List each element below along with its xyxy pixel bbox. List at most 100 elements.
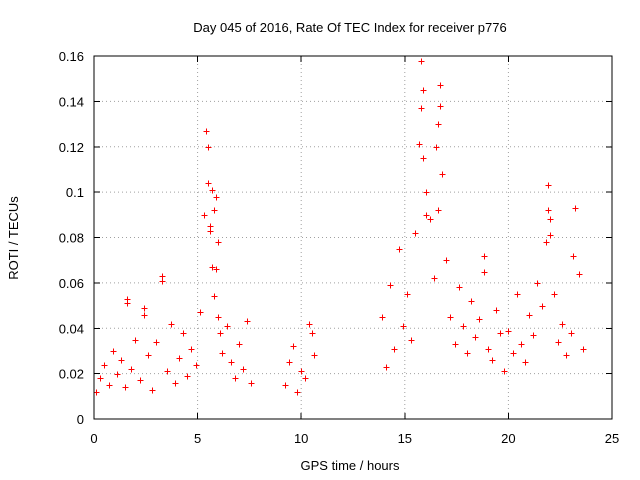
y-tick-label: 0.06 <box>59 276 84 291</box>
data-point <box>420 155 427 162</box>
data-points <box>93 58 587 396</box>
data-point <box>205 144 212 151</box>
data-point <box>534 280 541 287</box>
x-tick-label: 10 <box>294 431 308 446</box>
data-point <box>526 312 533 319</box>
data-point <box>244 318 251 325</box>
data-point <box>547 232 554 239</box>
data-point <box>420 87 427 94</box>
data-point <box>209 264 216 271</box>
data-point <box>481 269 488 276</box>
data-point <box>510 350 517 357</box>
data-point <box>427 216 434 223</box>
data-point <box>294 389 301 396</box>
chart-title: Day 045 of 2016, Rate Of TEC Index for r… <box>193 20 506 35</box>
data-point <box>197 309 204 316</box>
data-point <box>439 171 446 178</box>
data-point <box>145 352 152 359</box>
data-point <box>464 350 471 357</box>
data-point <box>447 314 454 321</box>
data-point <box>543 239 550 246</box>
data-point <box>118 357 125 364</box>
data-point <box>416 141 423 148</box>
data-point <box>224 323 231 330</box>
data-point <box>286 359 293 366</box>
data-point <box>505 328 512 335</box>
data-point <box>404 291 411 298</box>
data-point <box>211 293 218 300</box>
data-point <box>530 332 537 339</box>
data-point <box>141 305 148 312</box>
tick-labels: 0 5 10 15 20 25 0 0.02 0.04 0.06 0.08 0.1 0.12 0.14 0.… <box>59 49 620 446</box>
data-point <box>207 223 214 230</box>
data-point <box>153 339 160 346</box>
data-point <box>501 368 508 375</box>
data-point <box>209 187 216 194</box>
data-point <box>433 144 440 151</box>
data-point <box>497 330 504 337</box>
data-point <box>437 82 444 89</box>
data-point <box>559 321 566 328</box>
data-point <box>188 346 195 353</box>
y-axis-label: ROTI / TECUs <box>6 196 21 280</box>
data-point <box>576 271 583 278</box>
y-tick-label: 0.08 <box>59 231 84 246</box>
data-point <box>193 362 200 369</box>
data-point <box>423 212 430 219</box>
data-point <box>423 189 430 196</box>
axis-ticks <box>93 55 613 420</box>
data-point <box>400 323 407 330</box>
data-point <box>213 266 220 273</box>
data-point <box>476 316 483 323</box>
data-point <box>114 371 121 378</box>
data-point <box>240 366 247 373</box>
data-point <box>219 350 226 357</box>
data-point <box>418 58 425 65</box>
x-tick-label: 15 <box>398 431 412 446</box>
data-point <box>141 312 148 319</box>
data-point <box>481 253 488 260</box>
data-point <box>309 330 316 337</box>
grid-lines <box>94 56 612 419</box>
data-point <box>456 284 463 291</box>
x-axis-label: GPS time / hours <box>301 458 400 473</box>
data-point <box>168 321 175 328</box>
data-point <box>493 307 500 314</box>
data-point <box>570 253 577 260</box>
data-point <box>203 128 210 135</box>
data-point <box>149 387 156 394</box>
data-point <box>489 357 496 364</box>
data-point <box>572 205 579 212</box>
data-point <box>215 314 222 321</box>
data-point <box>311 352 318 359</box>
data-point <box>522 359 529 366</box>
data-point <box>568 330 575 337</box>
data-point <box>128 366 135 373</box>
data-point <box>435 121 442 128</box>
y-tick-label: 0.02 <box>59 367 84 382</box>
data-point <box>101 362 108 369</box>
data-point <box>472 334 479 341</box>
data-point <box>228 359 235 366</box>
y-tick-label: 0.1 <box>66 185 84 200</box>
data-point <box>539 303 546 310</box>
data-point <box>290 343 297 350</box>
data-point <box>412 230 419 237</box>
data-point <box>437 103 444 110</box>
data-point <box>379 314 386 321</box>
data-point <box>551 291 558 298</box>
data-point <box>514 291 521 298</box>
x-tick-label: 0 <box>90 431 97 446</box>
data-point <box>137 377 144 384</box>
data-point <box>164 368 171 375</box>
data-point <box>547 216 554 223</box>
y-tick-label: 0.16 <box>59 49 84 64</box>
data-point <box>518 341 525 348</box>
data-point <box>387 282 394 289</box>
data-point <box>201 212 208 219</box>
data-point <box>236 341 243 348</box>
data-point <box>122 384 129 391</box>
data-point <box>124 296 131 303</box>
data-point <box>217 330 224 337</box>
data-point <box>97 375 104 382</box>
